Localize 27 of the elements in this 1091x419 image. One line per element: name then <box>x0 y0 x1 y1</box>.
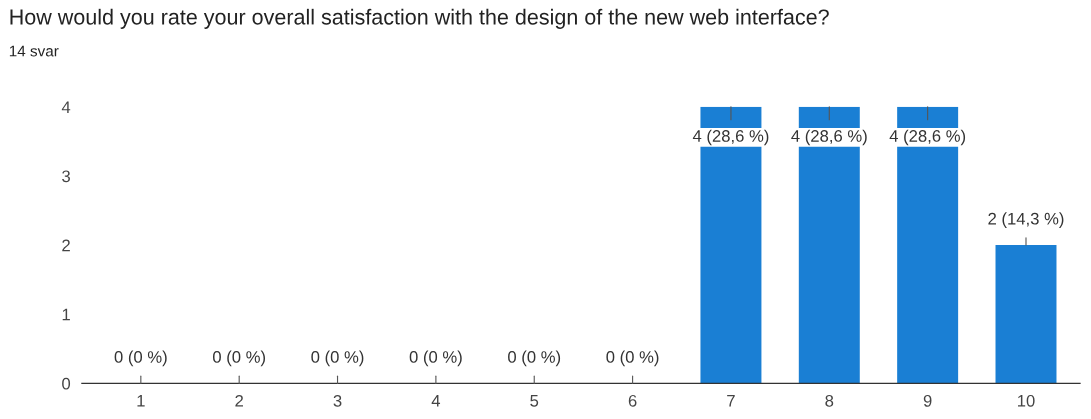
x-tick-label: 5 <box>530 395 539 407</box>
y-tick-label: 4 <box>61 101 71 113</box>
x-tick-label: 7 <box>727 395 735 407</box>
y-tick-label: 1 <box>62 308 70 321</box>
data-label: 0 (0 %) <box>508 350 561 367</box>
data-label: 0 (0 %) <box>409 350 462 367</box>
data-label: 2 (14,3 %) <box>988 212 1064 228</box>
x-tick-label: 4 <box>431 395 441 407</box>
data-label: 4 (28,6 %) <box>889 129 966 146</box>
y-tick-label: 3 <box>62 170 70 183</box>
x-tick-label: 2 <box>235 394 243 407</box>
x-tick-label: 8 <box>825 394 834 407</box>
chart-title: How would you rate your overall satisfaction with the design of the new web interface? <box>10 8 829 29</box>
x-tick-label: 3 <box>333 394 342 407</box>
x-tick-label: 1 <box>137 395 145 407</box>
y-tick-label: 2 <box>62 239 70 252</box>
data-label: 0 (0 %) <box>311 350 364 367</box>
x-tick-label: 6 <box>628 394 637 407</box>
x-tick-label: 9 <box>923 394 932 407</box>
y-tick-label: 0 <box>62 377 71 390</box>
x-tick-label: 10 <box>1018 394 1035 407</box>
data-label: 0 (0 %) <box>212 350 266 367</box>
data-label: 4 (28,6 %) <box>692 129 769 146</box>
data-label: 0 (0 %) <box>114 350 167 367</box>
chart-subtitle: 14 svar <box>9 45 59 57</box>
data-label: 4 (28,6 %) <box>791 129 867 146</box>
data-label: 0 (0 %) <box>606 350 659 367</box>
